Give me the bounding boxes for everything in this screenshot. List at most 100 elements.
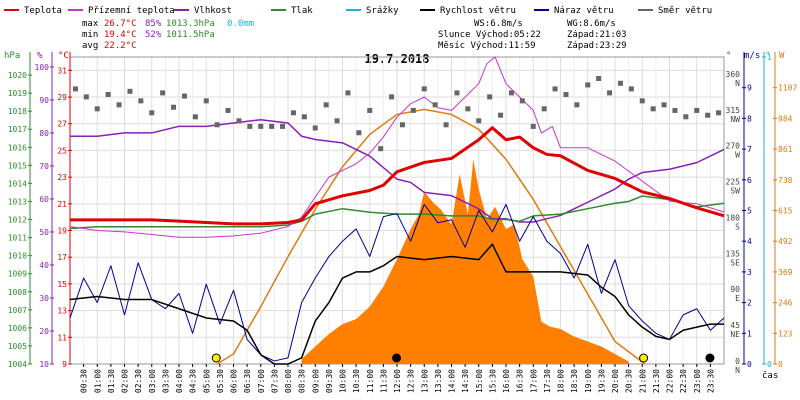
wind-direction-point	[116, 102, 122, 108]
wind-direction-point	[639, 98, 645, 104]
wind-direction-point	[301, 114, 307, 120]
ground-temperature-line	[69, 56, 725, 238]
x-axis-tick-label: 08:30	[298, 369, 307, 393]
direction-axis-compass-label: NE	[730, 330, 740, 339]
temperature-axis-tick-label: 17	[57, 253, 67, 262]
stat-min-temp: 19.4°C	[104, 30, 137, 40]
humidity-axis-tick-label: 10	[39, 360, 49, 369]
wind-axis-tick-label: 0	[747, 360, 752, 369]
solar-axis-tick-label: 615	[778, 207, 793, 216]
wind-axis-tick-label: 8	[747, 114, 752, 123]
pressure-axis-tick-label: 1005	[8, 342, 27, 351]
solar-theoretical-line	[216, 108, 646, 365]
x-axis-tick-label: 01:30	[107, 369, 116, 393]
x-axis-tick-label: 17:30	[543, 369, 552, 393]
x-axis-tick-label: 01:00	[93, 369, 102, 393]
wind-direction-point	[171, 104, 177, 110]
x-axis-tick-label: 04:30	[189, 369, 198, 393]
direction-axis-tick-label: 180	[726, 213, 741, 222]
x-axis-tick-label: 09:00	[311, 369, 320, 393]
direction-axis-compass-label: N	[735, 366, 740, 375]
x-axis-tick-label: 16:00	[502, 369, 511, 393]
wind-axis-tick-label: 4	[747, 237, 752, 246]
wind-direction-point	[476, 118, 482, 124]
wind-direction-point	[530, 123, 536, 129]
wind-direction-point	[508, 90, 514, 96]
moon-event-marker	[392, 353, 402, 363]
solar-axis-tick-label: 0	[778, 360, 783, 369]
wind-direction-point	[498, 112, 504, 118]
stat-wg: WG:8.6m/s	[567, 19, 616, 29]
temperature-axis-tick-label: 13	[57, 307, 67, 316]
wind-direction-point	[160, 90, 166, 96]
wind-direction-point	[72, 86, 78, 92]
moon-event-marker	[705, 353, 715, 363]
temperature-axis-tick-label: 21	[57, 200, 67, 209]
legend-label: Směr větru	[658, 6, 712, 16]
stat-min-press: 1011.5hPa	[166, 30, 215, 40]
humidity-axis-tick-label: 70	[39, 162, 49, 171]
x-axis-tick-label: 04:00	[175, 369, 184, 393]
x-axis-tick-label: 11:00	[366, 369, 375, 393]
x-axis-tick-label: 07:00	[257, 369, 266, 393]
temperature-axis-tick-label: 29	[57, 93, 67, 102]
x-axis-tick-label: 12:30	[407, 369, 416, 393]
temperature-axis-tick-label: 23	[57, 173, 67, 182]
stat-sun: Slunce Východ:05:22	[438, 30, 541, 40]
stat-max-temp: 26.7°C	[104, 19, 137, 29]
legend-label: Náraz větru	[554, 6, 614, 16]
x-axis-tick-label: 03:00	[148, 369, 157, 393]
pressure-line	[69, 195, 725, 230]
pressure-axis-tick-label: 1013	[8, 197, 27, 206]
direction-axis-tick-label: 135	[726, 249, 741, 258]
wind-direction-point	[181, 93, 187, 99]
x-axis-tick-label: 06:00	[230, 369, 239, 393]
pressure-axis-tick-label: 1009	[8, 270, 27, 279]
humidity-axis-tick-label: 100	[35, 63, 50, 72]
stat-max-label: max	[82, 19, 99, 29]
wind-direction-point	[389, 94, 395, 100]
legend-label: Teplota	[24, 6, 62, 16]
wind-direction-point	[138, 98, 144, 104]
temperature-axis-tick-label: 15	[57, 280, 67, 289]
direction-axis-tick-label: 45	[730, 321, 740, 330]
stat-avg-temp: 22.2°C	[104, 41, 137, 51]
x-axis-tick-label: 22:00	[666, 369, 675, 393]
wind-direction-point	[367, 107, 373, 113]
legend-label: Tlak	[291, 6, 313, 16]
x-axis-tick-label: 03:30	[161, 369, 170, 393]
plot-layer	[69, 56, 725, 365]
solar-axis-tick-label: 984	[778, 114, 793, 123]
temperature-axis-unit: °C	[58, 51, 69, 61]
wind-gust-line	[69, 203, 725, 362]
stat-ws: WS:6.8m/s	[474, 19, 523, 29]
direction-axis-compass-label: SW	[730, 187, 740, 196]
direction-axis-tick-label: 270	[726, 142, 741, 151]
solar-axis-tick-label: 246	[778, 299, 793, 308]
humidity-axis-tick-label: 60	[39, 195, 49, 204]
axis-unit-headers: hPa % °C ° m/s " W	[4, 51, 785, 61]
temperature-axis-tick-label: 19	[57, 227, 67, 236]
wind-direction-point	[628, 86, 634, 92]
x-axis-tick-label: 17:00	[529, 369, 538, 393]
x-axis-tick-label: 14:00	[448, 369, 457, 393]
wind-direction-point	[127, 88, 133, 94]
wind-speed-line	[69, 243, 724, 365]
x-axis-tick-label: 15:00	[475, 369, 484, 393]
x-axis-tick-label: 12:00	[393, 369, 402, 393]
x-axis-tick-label: 19:00	[584, 369, 593, 393]
humidity-axis-tick-label: 20	[39, 327, 49, 336]
wind-axis-tick-label: 2	[747, 299, 752, 308]
wind-direction-point	[312, 125, 318, 131]
wind-direction-point	[290, 110, 296, 116]
wind-axis-tick-label: 9	[747, 84, 752, 93]
wind-direction-point	[214, 122, 220, 128]
rain-axis-tick-label: 1	[767, 53, 772, 62]
wind-axis-tick-label: 3	[747, 268, 752, 277]
wind-axis-tick-label: 1	[747, 329, 752, 338]
x-axis-tick-label: 10:30	[352, 369, 361, 393]
wind-direction-point	[454, 90, 460, 96]
humidity-axis-tick-label: 40	[39, 261, 49, 270]
wind-direction-point	[421, 86, 427, 92]
stat-min-hum: 52%	[145, 30, 162, 40]
